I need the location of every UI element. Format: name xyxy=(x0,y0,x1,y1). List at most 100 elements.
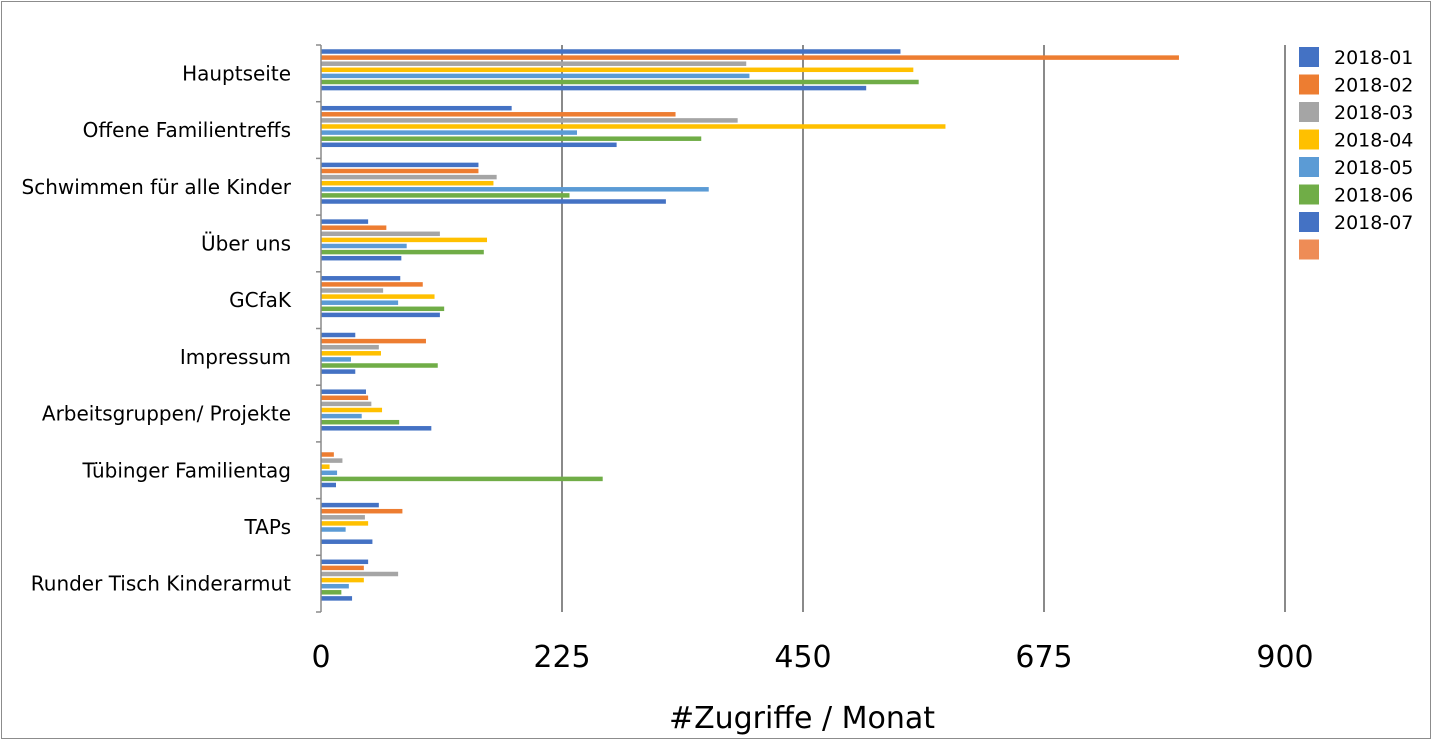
x-tick-label: 675 xyxy=(1015,640,1072,675)
bar xyxy=(321,596,353,601)
bar xyxy=(321,476,603,482)
category-label: Hauptseite xyxy=(182,61,291,85)
bar xyxy=(321,118,738,123)
bar xyxy=(321,577,364,583)
category-label: Impressum xyxy=(180,345,291,369)
legend-label: 2018-02 xyxy=(1334,75,1413,97)
bar xyxy=(321,225,387,230)
bar xyxy=(321,351,381,356)
x-tick-label: 450 xyxy=(774,640,831,675)
bar xyxy=(321,464,330,469)
bar xyxy=(321,452,334,457)
bar xyxy=(321,369,356,374)
bar xyxy=(321,187,709,192)
bar xyxy=(321,288,384,293)
legend-swatch xyxy=(1299,212,1319,232)
bar xyxy=(321,282,423,287)
bar xyxy=(321,502,379,508)
x-axis-title: #Zugriffe / Monat xyxy=(669,701,935,736)
bar xyxy=(321,55,1179,60)
bar xyxy=(321,565,364,571)
legend-swatch xyxy=(1299,102,1319,122)
category-label: Über uns xyxy=(201,231,291,255)
bar xyxy=(321,124,946,129)
category-axis xyxy=(316,44,322,613)
grid-lines xyxy=(561,45,1286,612)
bar xyxy=(321,168,479,174)
bar xyxy=(321,174,497,180)
bar xyxy=(321,332,356,338)
bar xyxy=(321,231,440,237)
bar xyxy=(321,559,369,565)
bar xyxy=(321,515,365,520)
bar xyxy=(321,49,901,54)
bar xyxy=(321,142,617,148)
category-label: Runder Tisch Kinderarmut xyxy=(31,572,291,596)
bar xyxy=(321,407,383,413)
bar xyxy=(321,237,488,243)
bar xyxy=(321,389,366,394)
bar xyxy=(321,294,435,299)
legend-swatch xyxy=(1299,184,1319,205)
bar xyxy=(321,112,676,117)
bar xyxy=(321,276,401,281)
category-label: Arbeitsgruppen/ Projekte xyxy=(42,402,291,426)
bars xyxy=(321,49,1179,601)
x-tick-label: 900 xyxy=(1256,640,1313,675)
bar xyxy=(321,249,484,255)
legend-label: 2018-06 xyxy=(1334,185,1413,207)
bar xyxy=(321,306,445,312)
legend: 2018-01 2018-02 2018-03 2018-04 2018-05 2018-… xyxy=(1299,47,1413,260)
bar xyxy=(321,470,338,476)
bar xyxy=(321,482,336,488)
x-tick-labels: 0 225 450 675 900 xyxy=(311,640,1313,675)
legend-swatch xyxy=(1299,129,1319,150)
bar xyxy=(321,419,400,425)
bar xyxy=(321,344,379,350)
bar xyxy=(321,590,342,595)
bar xyxy=(321,193,570,198)
bar xyxy=(321,255,402,261)
bar xyxy=(321,401,372,407)
category-label: Tübinger Familientag xyxy=(81,458,291,482)
bar xyxy=(321,338,426,344)
bar xyxy=(321,357,351,362)
bar xyxy=(321,539,373,544)
legend-swatch xyxy=(1299,47,1319,67)
bar xyxy=(321,395,369,401)
bar xyxy=(321,199,666,204)
category-label: GCfaK xyxy=(229,288,292,312)
bar xyxy=(321,180,494,186)
bar xyxy=(321,130,577,135)
bar xyxy=(321,162,479,168)
bar xyxy=(321,67,914,73)
bar xyxy=(321,85,867,91)
bar xyxy=(321,458,343,463)
category-label: Schwimmen für alle Kinder xyxy=(22,175,292,199)
legend-label: 2018-04 xyxy=(1334,130,1413,152)
bar xyxy=(321,413,362,419)
bar xyxy=(321,73,750,79)
bar xyxy=(321,136,702,141)
category-label: TAPs xyxy=(244,515,291,539)
bar xyxy=(321,571,399,577)
bar xyxy=(321,426,432,431)
bar xyxy=(321,508,403,514)
bar xyxy=(321,243,407,249)
bar xyxy=(321,219,369,224)
bar xyxy=(321,300,399,305)
legend-label: 2018-01 xyxy=(1334,47,1413,69)
bar xyxy=(321,363,438,368)
x-tick-label: 225 xyxy=(533,640,590,675)
bar xyxy=(321,521,369,526)
x-tick-label: 0 xyxy=(311,640,330,675)
legend-label: 2018-03 xyxy=(1334,102,1413,124)
legend-swatch xyxy=(1299,157,1319,177)
legend-label: 2018-07 xyxy=(1334,212,1413,234)
legend-swatch xyxy=(1299,74,1319,95)
legend-swatch xyxy=(1299,239,1319,260)
bar xyxy=(321,79,919,85)
category-labels: Hauptseite Offene Familientreffs Schwimmen… xyxy=(22,61,292,595)
